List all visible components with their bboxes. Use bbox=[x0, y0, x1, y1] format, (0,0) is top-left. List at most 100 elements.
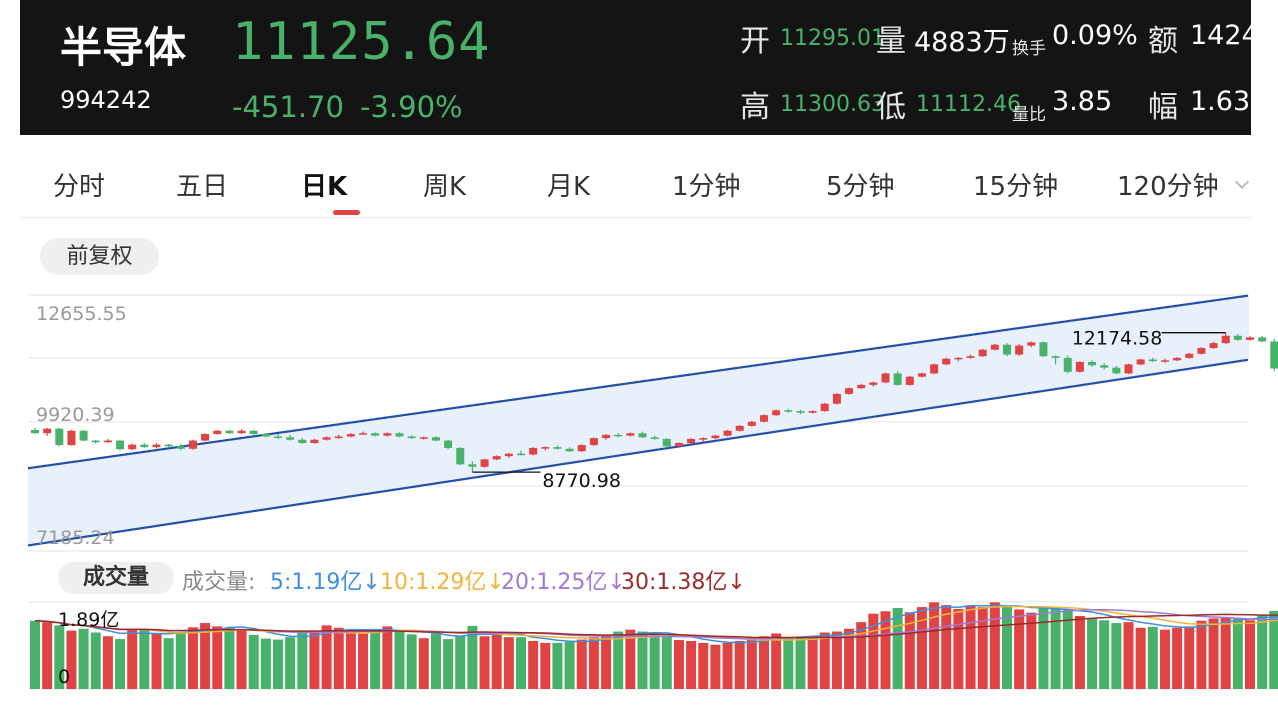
volume-bar bbox=[807, 636, 818, 689]
index-change: -451.70 bbox=[232, 90, 344, 124]
volume-bar bbox=[78, 628, 89, 689]
volume-bar bbox=[710, 644, 721, 689]
tab-intraday[interactable]: 分时 bbox=[53, 172, 106, 202]
low-marker-label: 8770.98 bbox=[542, 470, 621, 492]
volume-bar bbox=[856, 622, 867, 689]
volume-bar bbox=[831, 631, 842, 689]
volume-value: 4883万 bbox=[914, 27, 1010, 58]
volume-bar bbox=[588, 637, 599, 689]
volume-bar bbox=[771, 633, 782, 689]
amount-value: 1424 bbox=[1190, 20, 1251, 51]
candle bbox=[164, 444, 173, 447]
high-label: 高 bbox=[740, 90, 770, 125]
volume-bar bbox=[394, 631, 405, 689]
candle bbox=[225, 430, 234, 434]
candle bbox=[213, 430, 222, 435]
amplitude-label: 幅 bbox=[1148, 90, 1178, 125]
volume-bar bbox=[1257, 615, 1268, 689]
candle bbox=[237, 430, 246, 434]
volume-bar bbox=[66, 630, 77, 689]
candle bbox=[492, 456, 501, 460]
candle bbox=[735, 425, 744, 431]
volume-bar bbox=[1062, 609, 1073, 689]
candle bbox=[407, 436, 416, 439]
tab-daily-k[interactable]: 日K bbox=[301, 172, 348, 202]
candle bbox=[760, 415, 768, 422]
volume-bars bbox=[30, 602, 1278, 689]
candle bbox=[431, 437, 440, 441]
high-value: 11300.63 bbox=[780, 92, 885, 117]
volume-bar bbox=[455, 636, 466, 689]
volume-indicator-button[interactable]: 成交量 bbox=[58, 562, 174, 594]
volume-bar bbox=[1269, 610, 1278, 689]
candle bbox=[1088, 361, 1097, 366]
period-tabs: 分时 五日 日K 周K 月K 1分钟 5分钟 15分钟 120分钟 bbox=[20, 142, 1251, 218]
candle bbox=[845, 388, 854, 394]
candle bbox=[881, 373, 890, 383]
candles bbox=[31, 332, 1278, 473]
volume-bar bbox=[491, 634, 502, 689]
volume-bar bbox=[1111, 623, 1122, 689]
candle bbox=[1270, 341, 1278, 369]
candle bbox=[480, 459, 489, 467]
volume-bar bbox=[430, 633, 441, 689]
volume-bar bbox=[406, 634, 417, 689]
candle bbox=[468, 464, 477, 467]
volume-bar bbox=[625, 629, 636, 689]
candle bbox=[55, 428, 64, 446]
tab-weekly-k[interactable]: 周K bbox=[423, 172, 467, 202]
candle bbox=[747, 421, 756, 426]
candle bbox=[711, 435, 720, 439]
tab-five-day[interactable]: 五日 bbox=[176, 172, 229, 202]
volume-bar bbox=[1002, 606, 1012, 689]
candle bbox=[517, 453, 525, 456]
volume-bar bbox=[1074, 616, 1085, 689]
volume-bar bbox=[977, 607, 988, 689]
volume-bar bbox=[151, 633, 162, 689]
volume-bar bbox=[904, 612, 915, 689]
candle bbox=[820, 403, 829, 412]
candle bbox=[893, 373, 902, 385]
volume-bar bbox=[1245, 620, 1255, 689]
candle bbox=[614, 434, 623, 437]
channel-upper-line bbox=[27, 294, 1249, 470]
turnover-value: 0.09% bbox=[1052, 20, 1138, 51]
arrow-down-icon: ↓ bbox=[486, 570, 505, 595]
low-label: 低 bbox=[876, 90, 906, 125]
open-value: 11295.01 bbox=[780, 26, 885, 51]
volume-bar bbox=[175, 632, 186, 689]
volume-bar bbox=[479, 636, 490, 689]
volume-bar bbox=[746, 640, 757, 689]
candle bbox=[152, 444, 161, 448]
volume-bar bbox=[30, 620, 40, 689]
candle bbox=[772, 410, 781, 416]
candle bbox=[1027, 342, 1036, 346]
volume-bar bbox=[163, 638, 174, 689]
volume-bar bbox=[759, 636, 769, 689]
volume-bar bbox=[102, 636, 113, 689]
volume-bar bbox=[929, 602, 940, 689]
volume-max-label: 1.89亿 bbox=[58, 609, 119, 631]
volume-bar bbox=[54, 625, 65, 689]
candle bbox=[419, 437, 428, 439]
candle bbox=[261, 434, 270, 437]
tab-5-minute[interactable]: 5分钟 bbox=[826, 172, 895, 202]
volume-bar bbox=[673, 640, 684, 689]
tab-1-minute[interactable]: 1分钟 bbox=[672, 172, 741, 202]
tab-120-minute[interactable]: 120分钟 bbox=[1117, 172, 1219, 202]
volume-bar bbox=[187, 627, 198, 689]
volume-bar bbox=[795, 637, 806, 689]
volume-bar bbox=[1135, 627, 1146, 689]
volume-bar bbox=[503, 637, 514, 689]
tab-monthly-k[interactable]: 月K bbox=[547, 172, 591, 202]
candle bbox=[140, 444, 149, 448]
adjust-mode-button[interactable]: 前复权 bbox=[40, 238, 159, 275]
candle bbox=[1173, 357, 1182, 361]
tab-15-minute[interactable]: 15分钟 bbox=[973, 172, 1059, 202]
volume-bar bbox=[613, 631, 624, 689]
candle bbox=[808, 411, 817, 413]
price-axis: 12655.55 9920.39 7185.24 bbox=[36, 303, 127, 549]
candle bbox=[286, 437, 295, 440]
index-name: 半导体 bbox=[60, 23, 187, 72]
